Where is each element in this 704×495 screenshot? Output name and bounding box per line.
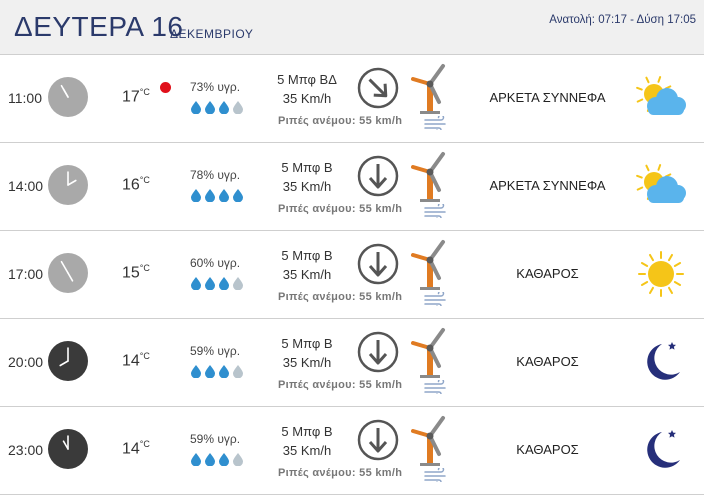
condition-label: ΚΑΘΑΡΟΣ: [516, 442, 579, 457]
condition-label: ΚΑΘΑΡΟΣ: [516, 266, 579, 281]
humidity: 78% υγρ.: [190, 168, 241, 182]
wind-speed: 35 Km/h: [282, 91, 332, 106]
wind-speed: 35 Km/h: [282, 179, 332, 194]
wind-direction-icon: [357, 419, 399, 461]
wind-gusts: Ριπές ανέμου: 55 km/h: [278, 467, 403, 479]
wind-beaufort: 5 Μπφ Β: [281, 336, 333, 351]
hour-label: 17:00: [8, 266, 44, 282]
humidity-drops-icon: [191, 276, 251, 291]
wind-turbine-icon: [410, 150, 450, 202]
wind-beaufort: 5 Μπφ Β: [281, 424, 333, 439]
temperature: 17°C: [122, 87, 150, 106]
humidity: 73% υγρ.: [190, 80, 241, 94]
humidity: 59% υγρ.: [190, 432, 241, 446]
partly-cloudy-icon: [634, 74, 688, 122]
clock-icon: [48, 429, 88, 469]
temperature-unit: °C: [139, 439, 150, 449]
temperature-unit: °C: [139, 263, 150, 273]
wind-gusts: Ριπές ανέμου: 55 km/h: [278, 379, 403, 391]
alert-dot-icon: [160, 82, 171, 93]
humidity-drops-icon: [191, 452, 251, 467]
wind-speed: 35 Km/h: [282, 355, 332, 370]
hour-label: 20:00: [8, 354, 44, 370]
clock-icon: [48, 253, 88, 293]
gust-icon: [424, 202, 448, 221]
wind-direction-icon: [357, 243, 399, 285]
forecast-row: 17:00 15°C 60% υγρ. 5 Μπφ Β 35 Km/h Ριπέ…: [0, 230, 704, 319]
temperature-unit: °C: [139, 175, 150, 185]
condition-label: ΑΡΚΕΤΑ ΣΥΝΝΕΦΑ: [489, 178, 606, 193]
sunrise-sunset: Ανατολή: 07:17 - Δύση 17:05: [549, 14, 696, 26]
forecast-row: 11:00 17°C 73% υγρ. 5 Μπφ ΒΔ 35 Km/h Ριπ…: [0, 54, 704, 143]
wind-speed: 35 Km/h: [282, 443, 332, 458]
day-header: ΔΕΥΤΕΡΑ 16 ΔΕΚΕΜΒΡΙΟΥ Ανατολή: 07:17 - Δ…: [0, 0, 704, 55]
humidity-drops-icon: [191, 188, 251, 203]
wind-info: 5 Μπφ ΒΔ 35 Km/h: [262, 70, 352, 108]
wind-direction-icon: [357, 67, 399, 109]
forecast-row: 14:00 16°C 78% υγρ. 5 Μπφ Β 35 Km/h Ριπέ…: [0, 142, 704, 231]
gust-icon: [424, 378, 448, 397]
gust-icon: [424, 466, 448, 485]
wind-turbine-icon: [410, 414, 450, 466]
wind-speed: 35 Km/h: [282, 267, 332, 282]
sun-icon: [634, 250, 688, 298]
humidity-drops-icon: [191, 100, 251, 115]
condition-label: ΑΡΚΕΤΑ ΣΥΝΝΕΦΑ: [489, 90, 606, 105]
forecast-row: 23:00 14°C 59% υγρ. 5 Μπφ Β 35 Km/h Ριπέ…: [0, 406, 704, 495]
moon-icon: [634, 426, 688, 474]
gust-icon: [424, 114, 448, 133]
condition-label: ΚΑΘΑΡΟΣ: [516, 354, 579, 369]
hour-label: 23:00: [8, 442, 44, 458]
temperature-unit: °C: [139, 87, 150, 97]
hour-label: 14:00: [8, 178, 44, 194]
wind-info: 5 Μπφ Β 35 Km/h: [262, 158, 352, 196]
day-title: ΔΕΥΤΕΡΑ 16: [14, 11, 184, 42]
wind-info: 5 Μπφ Β 35 Km/h: [262, 334, 352, 372]
temperature: 14°C: [122, 351, 150, 370]
temperature: 15°C: [122, 263, 150, 282]
wind-beaufort: 5 Μπφ ΒΔ: [277, 72, 337, 87]
hour-label: 11:00: [8, 90, 42, 106]
wind-gusts: Ριπές ανέμου: 55 km/h: [278, 203, 403, 215]
wind-turbine-icon: [410, 62, 450, 114]
temperature: 16°C: [122, 175, 150, 194]
temperature: 14°C: [122, 439, 150, 458]
wind-direction-icon: [357, 331, 399, 373]
temperature-unit: °C: [139, 351, 150, 361]
clock-icon: [48, 77, 88, 117]
wind-direction-icon: [357, 155, 399, 197]
partly-cloudy-icon: [634, 162, 688, 210]
clock-icon: [48, 341, 88, 381]
wind-turbine-icon: [410, 326, 450, 378]
forecast-row: 20:00 14°C 59% υγρ. 5 Μπφ Β 35 Km/h Ριπέ…: [0, 318, 704, 407]
month-label: ΔΕΚΕΜΒΡΙΟΥ: [170, 27, 254, 41]
wind-beaufort: 5 Μπφ Β: [281, 160, 333, 175]
wind-info: 5 Μπφ Β 35 Km/h: [262, 422, 352, 460]
wind-gusts: Ριπές ανέμου: 55 km/h: [278, 115, 403, 127]
wind-beaufort: 5 Μπφ Β: [281, 248, 333, 263]
wind-info: 5 Μπφ Β 35 Km/h: [262, 246, 352, 284]
humidity: 59% υγρ.: [190, 344, 241, 358]
wind-gusts: Ριπές ανέμου: 55 km/h: [278, 291, 403, 303]
humidity-drops-icon: [191, 364, 251, 379]
humidity: 60% υγρ.: [190, 256, 241, 270]
moon-icon: [634, 338, 688, 386]
wind-turbine-icon: [410, 238, 450, 290]
gust-icon: [424, 290, 448, 309]
clock-icon: [48, 165, 88, 205]
